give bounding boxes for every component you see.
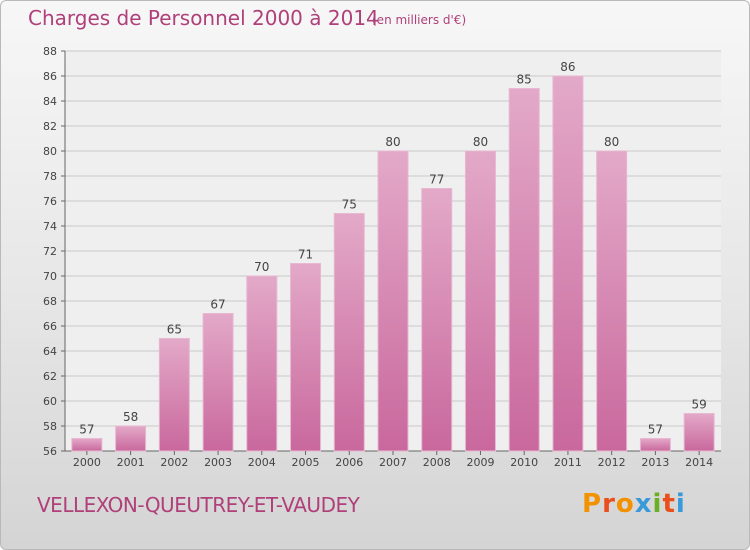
x-tick-label: 2002 [160,456,188,469]
y-tick-label: 64 [43,345,57,358]
y-tick-label: 72 [43,245,57,258]
y-tick-label: 80 [43,145,57,158]
bar-value-label: 57 [648,423,663,437]
x-tick-label: 2008 [423,456,451,469]
bar-value-label: 71 [298,248,313,262]
bar-value-label: 77 [429,173,444,187]
x-tick-label: 2000 [73,456,101,469]
y-tick-label: 60 [43,395,57,408]
bar-value-label: 75 [342,198,357,212]
commune-name: VELLEXON-QUEUTREY-ET-VAUDEY [37,493,360,517]
x-tick-label: 2011 [554,456,582,469]
bar [71,438,103,452]
bar-value-label: 80 [473,135,488,149]
bar-value-label: 86 [560,60,575,74]
bar-value-label: 57 [79,423,94,437]
x-tick-label: 2001 [117,456,145,469]
bar [290,263,322,452]
x-tick-label: 2010 [510,456,538,469]
x-tick-label: 2014 [685,456,713,469]
bar-value-label: 67 [210,298,225,312]
bar-value-label: 80 [385,135,400,149]
x-tick-label: 2005 [292,456,320,469]
y-tick-label: 66 [43,320,57,333]
bar-value-label: 85 [517,73,532,87]
y-tick-label: 68 [43,295,57,308]
y-tick-label: 88 [43,45,57,58]
y-tick-label: 78 [43,170,57,183]
x-tick-label: 2003 [204,456,232,469]
y-tick-label: 74 [43,220,57,233]
bar [596,150,628,452]
y-tick-label: 70 [43,270,57,283]
bar [115,425,147,452]
bar [552,75,584,452]
y-tick-label: 86 [43,70,57,83]
bar [421,188,453,452]
bar-value-label: 58 [123,410,138,424]
y-tick-label: 82 [43,120,57,133]
x-tick-label: 2004 [248,456,276,469]
chart-subtitle: (en milliers d'€) [372,13,467,27]
y-tick-label: 56 [43,445,57,458]
chart-title: Charges de Personnel 2000 à 2014 [28,6,379,30]
proxiti-logo: Proxiti [582,489,686,519]
y-tick-label: 84 [43,95,57,108]
bar [508,88,540,452]
bar [683,413,715,452]
bar [158,338,190,452]
bar [202,313,234,452]
bar-value-label: 59 [691,398,706,412]
x-tick-label: 2007 [379,456,407,469]
x-tick-label: 2006 [335,456,363,469]
x-tick-label: 2013 [641,456,669,469]
bar [464,150,496,452]
y-tick-label: 76 [43,195,57,208]
bar [639,438,671,452]
y-tick-label: 58 [43,420,57,433]
x-tick-label: 2009 [466,456,494,469]
bar [333,213,365,452]
bar-value-label: 65 [167,323,182,337]
bar-value-label: 70 [254,260,269,274]
y-tick-label: 62 [43,370,57,383]
bar [377,150,409,452]
bar-value-label: 80 [604,135,619,149]
x-tick-label: 2012 [598,456,626,469]
bar [246,275,278,452]
